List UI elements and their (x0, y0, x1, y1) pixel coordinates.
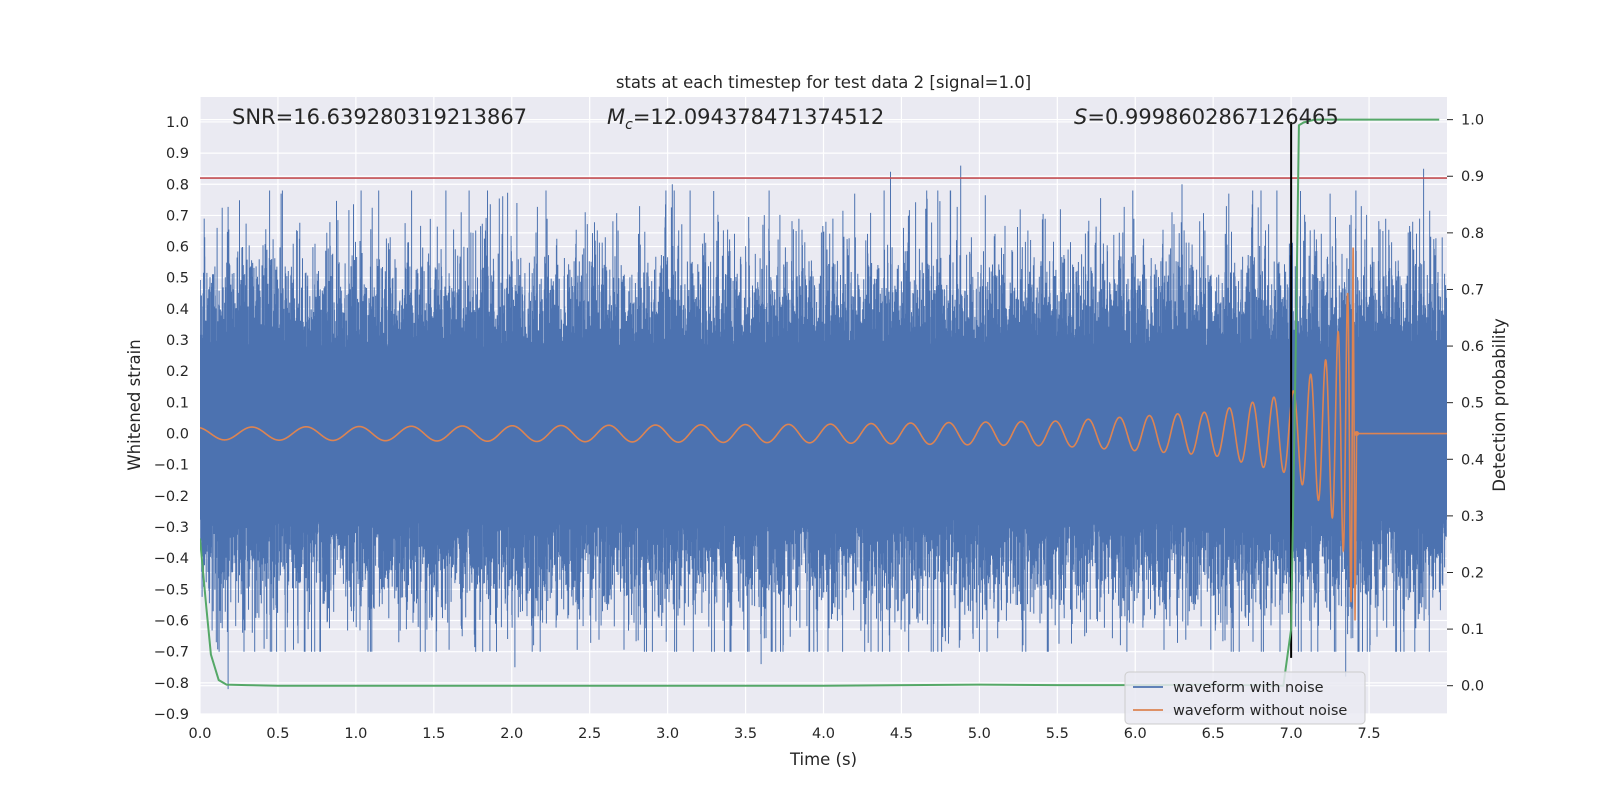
x-tick-label: 3.5 (734, 726, 757, 742)
y-tick-label: 0.0 (166, 427, 189, 443)
y-tick-label: −0.5 (154, 582, 189, 598)
legend: waveform with noise waveform without nois… (1124, 671, 1366, 725)
x-tick-label: 1.5 (422, 726, 445, 742)
y-tick-label: 0.6 (166, 240, 189, 256)
y-tick-label: 0.2 (166, 364, 189, 380)
y-tick-label: −0.3 (154, 520, 189, 536)
y-tick-label: −0.8 (154, 676, 189, 692)
y-tick-label: −0.6 (154, 614, 189, 630)
x-tick-label: 0.5 (266, 726, 289, 742)
mc-symbol: M (607, 105, 625, 129)
legend-box (1124, 671, 1366, 725)
x-tick-label: 6.0 (1124, 726, 1147, 742)
series-layer (200, 118, 1447, 690)
y2-tick-label: 0.5 (1461, 396, 1484, 412)
x-tick-label: 4.5 (890, 726, 913, 742)
x-tick-label: 2.5 (578, 726, 601, 742)
x-tick-label: 5.0 (968, 726, 991, 742)
x-tick-label: 7.5 (1358, 726, 1381, 742)
y-tick-label: 0.8 (166, 177, 189, 193)
s-annotation: S=0.9998602867126465 (1074, 105, 1339, 129)
series-line-detection-probability (200, 118, 1440, 687)
y2-tick-label: 0.7 (1461, 282, 1484, 298)
y-tick-label: −0.7 (154, 645, 189, 661)
x-tick-label: 0.0 (188, 726, 211, 742)
x-tick-label: 1.0 (344, 726, 367, 742)
y2-tick-label: 0.4 (1461, 452, 1484, 468)
mc-annotation: Mc=12.094378471374512 (607, 105, 884, 133)
series-line-waveform-without-noise (200, 247, 1447, 621)
legend-label: waveform without noise (1173, 703, 1347, 719)
y-tick-label: 0.9 (166, 146, 189, 162)
x-tick-label: 2.0 (500, 726, 523, 742)
y2-tick-label: 0.2 (1461, 565, 1484, 581)
s-symbol: S (1074, 105, 1087, 129)
y-tick-label: −0.4 (154, 551, 189, 567)
y2-tick-label: 0.8 (1461, 226, 1484, 242)
y-tick-label: −0.2 (154, 489, 189, 505)
snr-annotation: SNR=16.639280319213867 (232, 105, 527, 129)
chart-title: stats at each timestep for test data 2 [… (616, 73, 1031, 92)
y2-tick-label: 0.1 (1461, 622, 1484, 638)
y-tick-label: −0.9 (154, 707, 189, 723)
y-tick-label: 0.1 (166, 395, 189, 411)
y2-tick-label: 0.0 (1461, 679, 1484, 695)
mc-subscript: c (625, 117, 633, 133)
x-axis-label: Time (s) (789, 750, 857, 769)
x-tick-label: 6.5 (1202, 726, 1225, 742)
y-tick-label: 0.5 (166, 271, 189, 287)
mc-value: =12.094378471374512 (633, 105, 884, 129)
y2-tick-label: 0.6 (1461, 339, 1484, 355)
x-tick-label: 5.5 (1046, 726, 1069, 742)
y-tick-label: 0.4 (166, 302, 189, 318)
y2-tick-label: 1.0 (1461, 113, 1484, 129)
y2-tick-label: 0.9 (1461, 169, 1484, 185)
y-tick-label: 1.0 (166, 115, 189, 131)
waveform-end-marker (1354, 431, 1360, 437)
y2-axis-label: Detection probability (1490, 318, 1509, 492)
s-value: =0.9998602867126465 (1087, 105, 1338, 129)
y-tick-label: 0.7 (166, 208, 189, 224)
x-tick-label: 7.0 (1280, 726, 1303, 742)
y2-tick-label: 0.3 (1461, 509, 1484, 525)
y-tick-label: −0.1 (154, 458, 189, 474)
y-axis-label: Whitened strain (125, 339, 144, 470)
x-tick-label: 3.0 (656, 726, 679, 742)
legend-label: waveform with noise (1173, 680, 1324, 696)
y-tick-label: 0.3 (166, 333, 189, 349)
axes: 0.0 0.5 1.0 1.5 2.0 2.5 3.0 3.5 4.0 4.5 5.0 5.5 6.0 6… (154, 113, 1484, 742)
x-tick-label: 4.0 (812, 726, 835, 742)
